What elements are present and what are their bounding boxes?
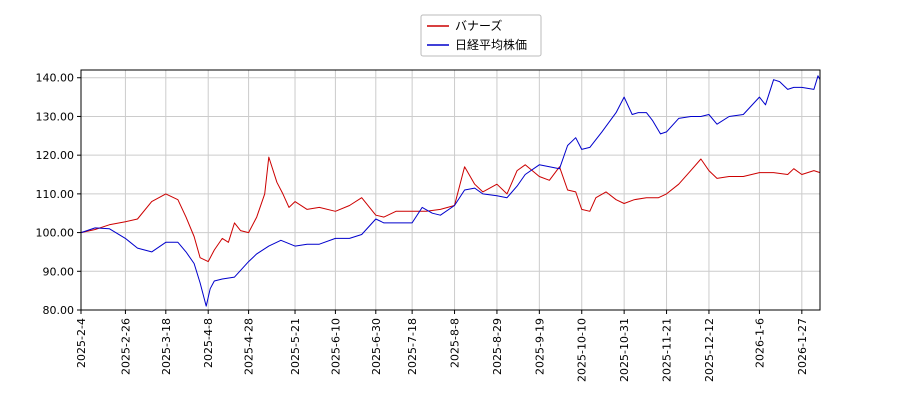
x-tick-label: 2025-7-18: [406, 318, 419, 375]
y-tick-label: 120.00: [36, 149, 75, 162]
x-tick-label: 2025-6-10: [329, 318, 342, 375]
y-tick-label: 80.00: [43, 304, 75, 317]
x-tick-label: 2025-6-30: [370, 318, 383, 375]
y-tick-label: 90.00: [43, 265, 75, 278]
legend-label-nikkei: 日経平均株価: [455, 37, 527, 52]
x-tick-label: 2025-11-21: [661, 318, 674, 382]
legend-box: [420, 14, 542, 57]
y-tick-label: 130.00: [36, 110, 75, 123]
x-tick-label: 2025-4-8: [202, 318, 215, 368]
x-tick-label: 2025-2-4: [75, 318, 88, 368]
x-tick-label: 2025-4-28: [243, 318, 256, 375]
x-tick-label: 2025-12-12: [703, 318, 716, 382]
x-tick-label: 2025-8-29: [491, 318, 504, 375]
axis-ticks: 80.00 90.00 100.00 110.00 120.00 130.00 140.00…: [36, 72, 809, 382]
legend: バナーズ 日経平均株価: [420, 14, 542, 57]
y-tick-label: 140.00: [36, 72, 75, 85]
x-tick-label: 2025-3-18: [160, 318, 173, 375]
x-tick-label: 2025-2-26: [119, 318, 132, 375]
x-tick-label: 2025-10-10: [576, 318, 589, 382]
x-tick-label: 2026-1-27: [796, 318, 809, 375]
x-tick-label: 2025-10-31: [618, 318, 631, 382]
series-lines: [80, 75, 821, 307]
grid-lines: [80, 70, 820, 311]
plot-frame: [80, 69, 821, 311]
series-line-nikkei: [80, 75, 821, 307]
x-tick-label: 2025-9-19: [533, 318, 546, 375]
x-tick-label: 2025-5-21: [289, 318, 302, 375]
legend-label-banners: バナーズ: [455, 18, 502, 33]
x-tick-label: 2026-1-6: [753, 318, 766, 368]
y-tick-label: 110.00: [36, 188, 75, 201]
x-tick-label: 2025-8-8: [449, 318, 462, 368]
y-tick-label: 100.00: [36, 227, 75, 240]
